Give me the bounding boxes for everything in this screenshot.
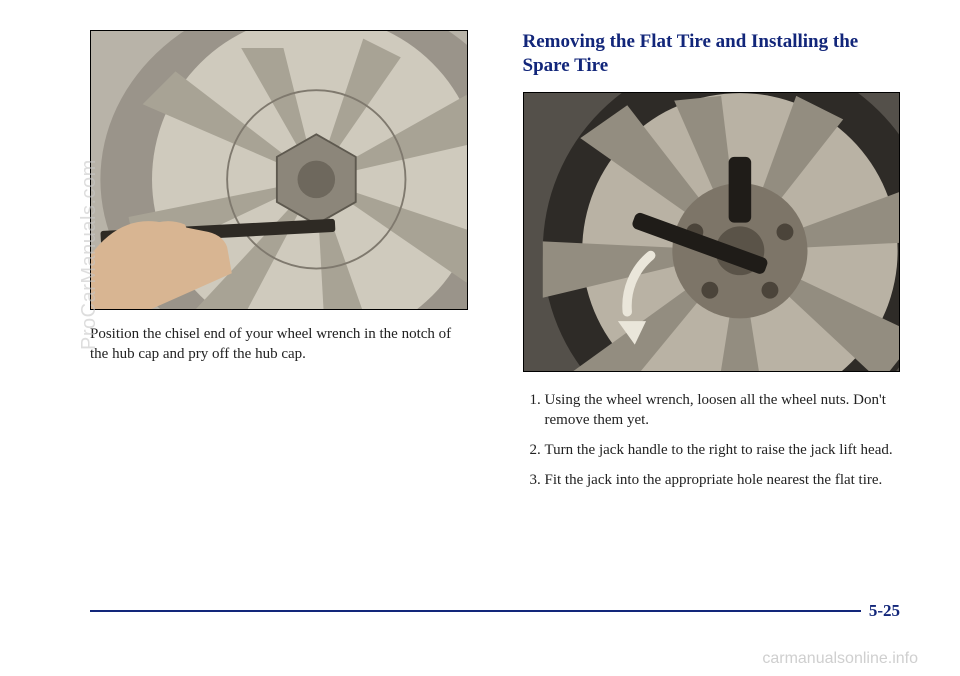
- page-footer-rule: 5-25: [90, 610, 900, 632]
- figure-loosen-nuts: [523, 92, 901, 372]
- step-list: Using the wheel wrench, loosen all the w…: [523, 390, 901, 501]
- step-1: Using the wheel wrench, loosen all the w…: [545, 390, 901, 431]
- page-number: 5-25: [861, 601, 900, 620]
- content-columns: Position the chisel end of your wheel wr…: [90, 30, 900, 656]
- section-heading: Removing the Flat Tire and Installing th…: [523, 30, 901, 78]
- manual-page: Position the chisel end of your wheel wr…: [0, 0, 960, 676]
- lugwrench-illustration: [524, 93, 900, 371]
- left-column: Position the chisel end of your wheel wr…: [90, 30, 468, 656]
- left-caption: Position the chisel end of your wheel wr…: [90, 324, 468, 365]
- hubcap-illustration: [91, 31, 467, 309]
- right-column: Removing the Flat Tire and Installing th…: [523, 30, 901, 656]
- step-3: Fit the jack into the appropriate hole n…: [545, 470, 901, 490]
- step-2: Turn the jack handle to the right to rai…: [545, 440, 901, 460]
- figure-hubcap-pry: [90, 30, 468, 310]
